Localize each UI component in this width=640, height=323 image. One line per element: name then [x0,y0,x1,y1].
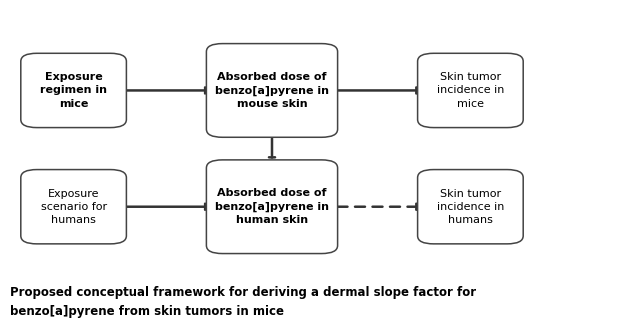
Text: Absorbed dose of
benzo[a]pyrene in
human skin: Absorbed dose of benzo[a]pyrene in human… [215,188,329,225]
Text: Absorbed dose of
benzo[a]pyrene in
mouse skin: Absorbed dose of benzo[a]pyrene in mouse… [215,72,329,109]
FancyBboxPatch shape [206,160,338,254]
FancyBboxPatch shape [21,170,127,244]
FancyBboxPatch shape [21,53,127,128]
FancyBboxPatch shape [417,170,524,244]
Text: benzo[a]pyrene from skin tumors in mice: benzo[a]pyrene from skin tumors in mice [10,305,284,318]
Text: Exposure
regimen in
mice: Exposure regimen in mice [40,72,107,109]
Text: Skin tumor
incidence in
mice: Skin tumor incidence in mice [436,72,504,109]
Text: Exposure
scenario for
humans: Exposure scenario for humans [40,189,107,225]
FancyBboxPatch shape [417,53,524,128]
FancyBboxPatch shape [206,44,338,137]
Text: Proposed conceptual framework for deriving a dermal slope factor for: Proposed conceptual framework for derivi… [10,286,476,299]
Text: Skin tumor
incidence in
humans: Skin tumor incidence in humans [436,189,504,225]
